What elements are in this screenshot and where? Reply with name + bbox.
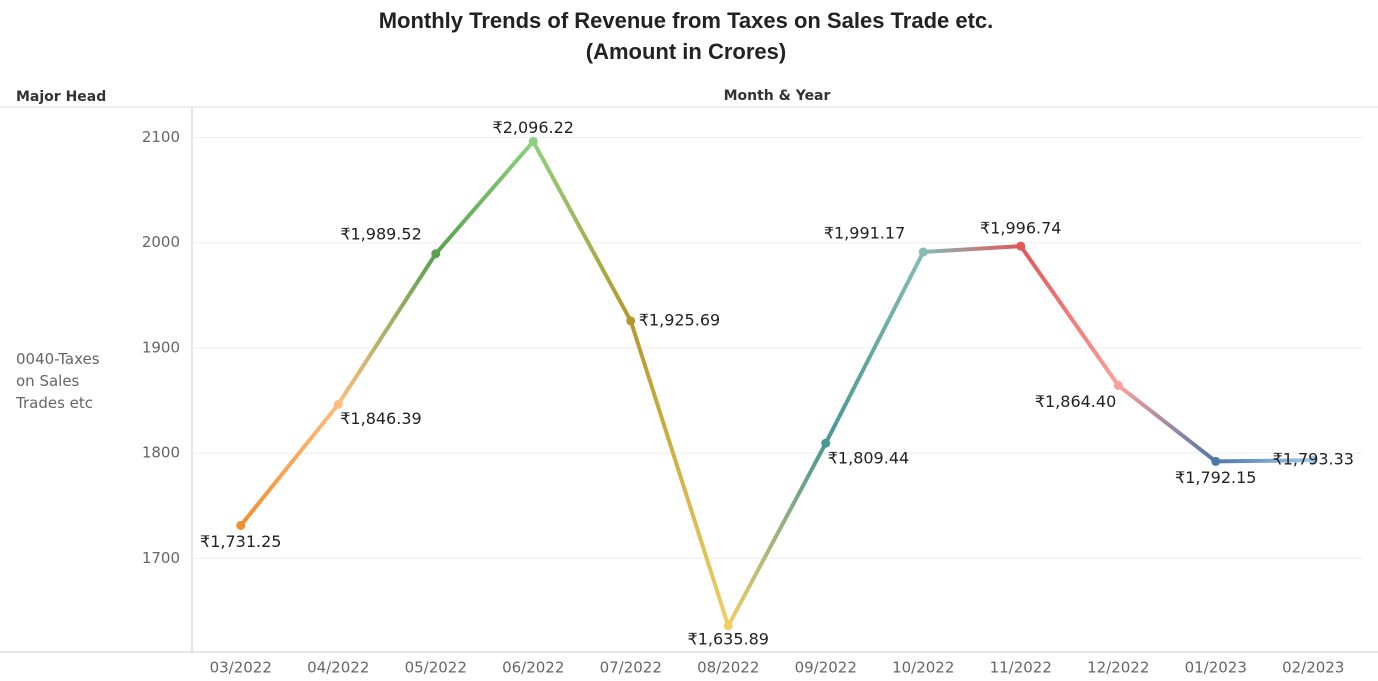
chart-subtitle: (Amount in Crores) [586, 39, 786, 64]
line-segment [1018, 244, 1121, 388]
data-label: ₹1,792.15 [1175, 468, 1256, 487]
row-header: Major Head [16, 89, 106, 105]
x-tick-label: 01/2023 [1185, 659, 1247, 677]
x-tick-label: 06/2022 [502, 659, 564, 677]
data-label: ₹1,864.40 [1035, 392, 1116, 411]
data-label: ₹1,809.44 [828, 449, 909, 468]
data-point [431, 249, 441, 259]
data-label: ₹1,731.25 [200, 532, 281, 551]
data-point [333, 399, 343, 409]
line-segment [628, 318, 731, 628]
line-segment [433, 139, 536, 256]
x-tick-label: 07/2022 [600, 659, 662, 677]
x-tick-label: 03/2022 [210, 659, 272, 677]
x-tick-label: 11/2022 [990, 659, 1052, 677]
line-segment [336, 251, 438, 407]
data-label: ₹1,635.89 [688, 629, 769, 648]
x-tick-label: 10/2022 [892, 659, 954, 677]
y-tick-label: 1900 [142, 338, 180, 356]
line-segment [823, 250, 926, 446]
y-tick-label: 2000 [142, 233, 180, 251]
y-tick-label: 1700 [142, 549, 180, 567]
line-segment [921, 244, 1023, 255]
data-point [236, 520, 246, 530]
y-tick-label: 2100 [142, 128, 180, 146]
data-label: ₹1,991.17 [824, 224, 905, 243]
x-tick-label: 04/2022 [307, 659, 369, 677]
data-label: ₹1,793.33 [1273, 450, 1354, 469]
column-header: Month & Year [724, 88, 831, 104]
line-segment [1116, 383, 1218, 464]
data-label: ₹2,096.22 [493, 118, 574, 137]
x-tick-label: 05/2022 [405, 659, 467, 677]
data-point [528, 136, 538, 146]
x-tick-label: 12/2022 [1087, 659, 1149, 677]
data-point [1308, 455, 1318, 465]
line-segment [531, 139, 633, 323]
line-segment [726, 441, 828, 628]
y-tick-label: 1800 [142, 444, 180, 462]
data-point [918, 247, 928, 257]
data-label: ₹1,989.52 [340, 224, 421, 243]
chart-title: Monthly Trends of Revenue from Taxes on … [379, 8, 994, 33]
line-segment [238, 402, 341, 528]
x-tick-label: 02/2023 [1282, 659, 1344, 677]
data-point [1113, 380, 1123, 390]
data-point [626, 316, 636, 326]
data-point [723, 621, 733, 631]
data-label: ₹1,846.39 [340, 409, 421, 428]
x-tick-label: 08/2022 [697, 659, 759, 677]
x-tick-label: 09/2022 [795, 659, 857, 677]
data-point [821, 438, 831, 448]
data-point [1211, 456, 1221, 466]
data-label: ₹1,925.69 [639, 310, 720, 329]
line-segment [1213, 458, 1316, 464]
row-label: 0040-Taxes on Sales Trades etc [16, 350, 100, 412]
data-point [1016, 241, 1026, 251]
data-label: ₹1,996.74 [980, 219, 1061, 238]
